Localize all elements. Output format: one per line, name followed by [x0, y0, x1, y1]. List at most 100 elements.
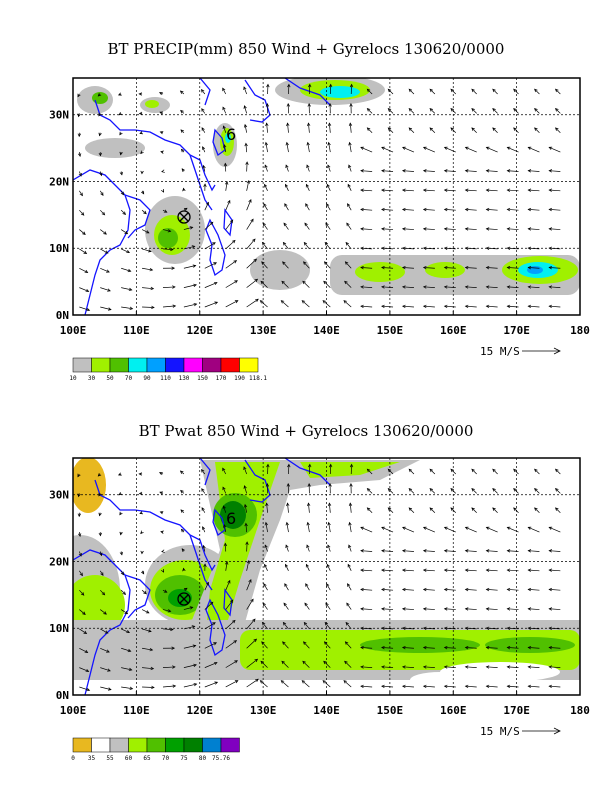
- wind-vector: [507, 170, 519, 172]
- colorbar-swatch: [91, 357, 111, 373]
- wind-vector: [360, 247, 373, 250]
- wind-vector: [402, 647, 414, 649]
- wind-vector: [260, 680, 268, 688]
- colorbar-label: 70: [162, 755, 170, 762]
- wind-vector: [423, 526, 436, 533]
- wind-vector: [465, 286, 477, 288]
- wind-vector: [142, 667, 154, 670]
- wind-vector: [204, 282, 218, 288]
- wind-vector: [225, 280, 238, 288]
- wind-vector: [286, 142, 289, 153]
- wind-vector: [306, 564, 310, 571]
- wind-vector: [528, 267, 540, 269]
- wind-vector: [450, 127, 457, 133]
- wind-vector: [183, 265, 196, 269]
- wind-vector: [202, 146, 206, 153]
- colorbar-swatch: [146, 357, 166, 373]
- colorbar-label: 65: [143, 755, 151, 762]
- wind-vector: [284, 583, 289, 591]
- pwat-colorbar: 0 35 55 60 65 70 75 80 75.76: [71, 737, 240, 762]
- wind-vector: [326, 564, 331, 571]
- wind-vector: [444, 647, 456, 649]
- wind-vector: [281, 280, 289, 288]
- wind-vector: [360, 589, 373, 591]
- wind-vector: [549, 627, 561, 630]
- wind-vector: [507, 666, 519, 668]
- wind-vector: [264, 164, 268, 172]
- wind-vector: [450, 108, 457, 114]
- wind-vector: [183, 303, 197, 308]
- wind-vector: [262, 242, 268, 250]
- wind-vector: [465, 666, 477, 668]
- wind-vector: [223, 505, 227, 513]
- wind-vector: [79, 209, 85, 216]
- wind-vector: [492, 127, 498, 133]
- wind-vector: [444, 267, 456, 269]
- wind-vector: [323, 280, 331, 288]
- wind-vector: [281, 680, 289, 688]
- wind-vector: [283, 222, 289, 230]
- reference-vector: 15 M/S: [480, 345, 561, 358]
- colorbar-label: 35: [88, 755, 96, 762]
- wind-vector: [507, 146, 519, 153]
- lat-tick-label: 0N: [56, 309, 69, 322]
- wind-vector: [265, 522, 268, 533]
- wind-vector: [121, 628, 130, 633]
- wind-vector: [423, 666, 435, 668]
- wind-vector: [381, 189, 394, 192]
- wind-vector: [246, 599, 254, 610]
- wind-vector: [79, 267, 88, 273]
- wind-vector: [387, 127, 394, 133]
- wind-vector: [387, 488, 394, 494]
- svg-text:6: 6: [226, 125, 236, 144]
- lon-tick-label: 100E: [60, 704, 87, 717]
- wind-vector: [324, 641, 331, 649]
- wind-vector: [423, 267, 435, 269]
- wind-vector: [381, 267, 394, 269]
- colorbar-swatch: [202, 737, 222, 753]
- wind-vector: [360, 569, 373, 572]
- wind-vector: [323, 660, 331, 668]
- wind-vector: [423, 627, 435, 630]
- wind-vector: [204, 622, 216, 630]
- wind-vector: [367, 488, 373, 494]
- wind-vector: [507, 550, 519, 552]
- lon-tick-label: 110E: [123, 704, 150, 717]
- wind-vector: [423, 286, 435, 288]
- wind-vector: [429, 507, 436, 513]
- wind-vector: [367, 108, 373, 114]
- colorbar-swatch: [128, 357, 148, 373]
- wind-vector: [263, 583, 268, 591]
- wind-vector: [261, 261, 268, 269]
- wind-vector: [507, 305, 519, 308]
- wind-vector: [281, 300, 289, 308]
- wind-vector: [79, 190, 83, 196]
- wind-vector: [245, 523, 247, 533]
- wind-vector: [507, 608, 519, 610]
- wind-vector: [162, 248, 174, 250]
- wind-vector: [367, 88, 373, 95]
- wind-vector: [423, 305, 435, 308]
- wind-vector: [402, 170, 414, 172]
- wind-vector: [513, 507, 519, 513]
- lat-tick-label: 10N: [49, 242, 69, 255]
- wind-vector: [79, 248, 87, 254]
- wind-vector: [302, 660, 310, 668]
- wind-vector: [423, 685, 435, 688]
- wind-vector: [204, 242, 216, 250]
- wind-vector: [528, 569, 540, 572]
- wind-vector: [402, 526, 415, 533]
- wind-vector: [402, 305, 414, 308]
- wind-vector: [79, 647, 88, 653]
- wind-vector: [402, 209, 414, 211]
- wind-vector: [507, 267, 519, 269]
- wind-vector: [282, 261, 289, 269]
- wind-vector: [183, 226, 193, 230]
- wind-vector: [100, 628, 109, 634]
- wind-vector: [222, 468, 227, 475]
- wind-vector: [286, 522, 289, 533]
- wind-vector: [555, 127, 561, 133]
- wind-vector: [465, 589, 477, 591]
- wind-vector: [492, 507, 498, 513]
- wind-vector: [261, 641, 268, 649]
